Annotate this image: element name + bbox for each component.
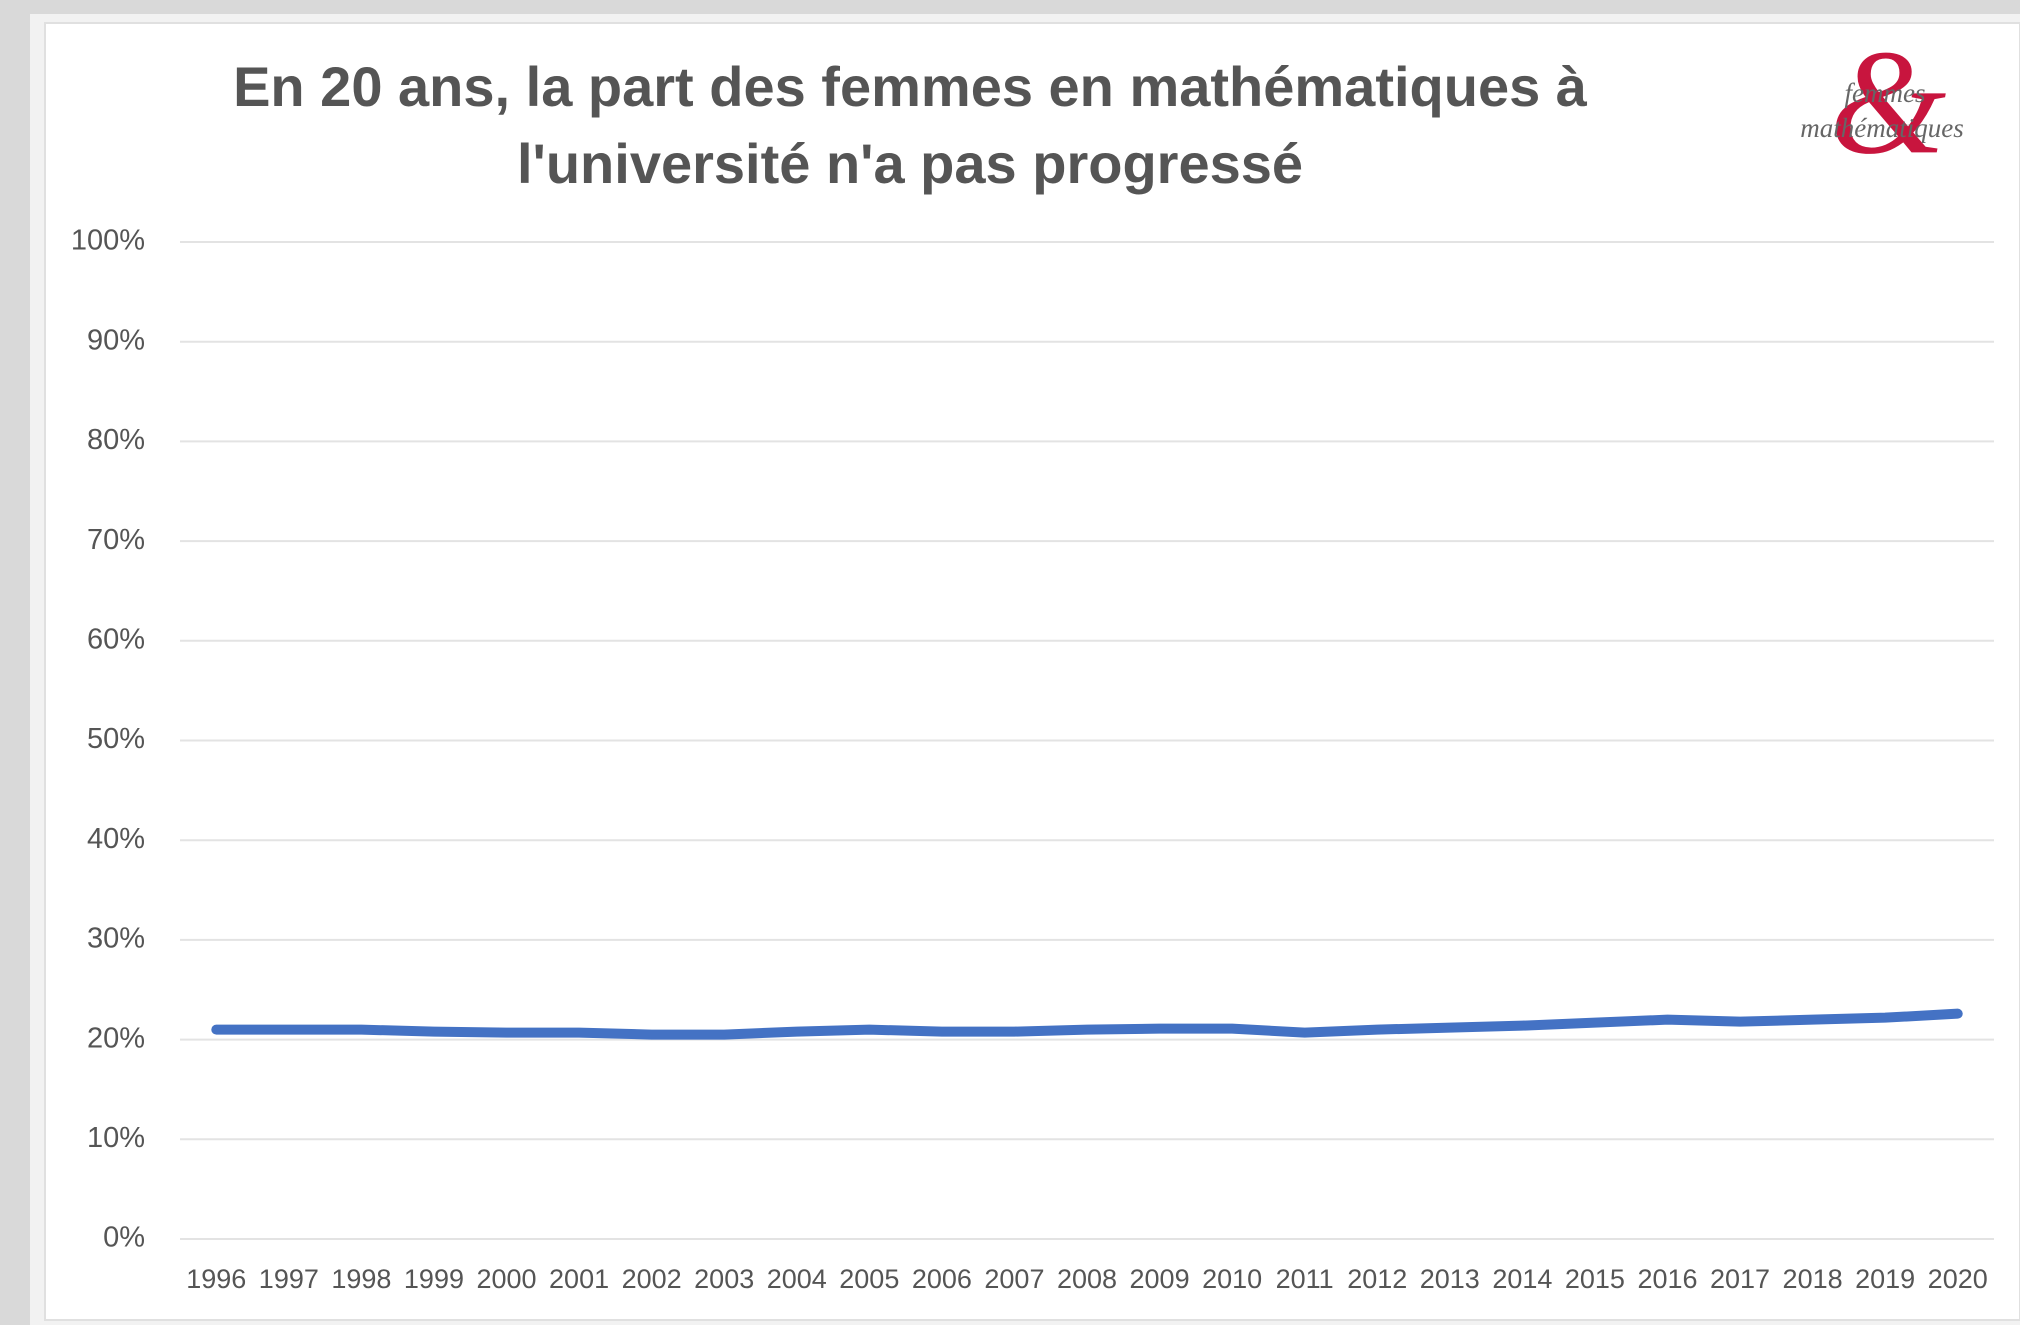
chart-title: l'université n'a pas progressé (517, 132, 1303, 195)
x-tick-label: 2008 (1057, 1264, 1117, 1294)
x-tick-label: 2010 (1202, 1264, 1262, 1294)
y-tick-label: 90% (87, 324, 145, 356)
chart-title: En 20 ans, la part des femmes en mathéma… (233, 55, 1588, 118)
data-line (211, 1008, 1963, 1040)
x-tick-label: 2003 (694, 1264, 754, 1294)
x-tick-label: 2014 (1492, 1264, 1552, 1294)
x-tick-label: 2019 (1855, 1264, 1915, 1294)
x-tick-label: 1997 (259, 1264, 319, 1294)
x-tick-label: 2009 (1130, 1264, 1190, 1294)
x-tick-label: 1996 (186, 1264, 246, 1294)
y-tick-label: 100% (71, 225, 145, 257)
x-tick-label: 2012 (1347, 1264, 1407, 1294)
y-tick-label: 60% (87, 623, 145, 655)
x-tick-label: 1998 (331, 1264, 391, 1294)
y-tick-label: 50% (87, 723, 145, 755)
logo-symbol: & (1830, 19, 1947, 185)
x-tick-label: 2018 (1783, 1264, 1843, 1294)
x-tick-label: 2006 (912, 1264, 972, 1294)
y-tick-label: 10% (87, 1122, 145, 1154)
x-tick-label: 1999 (404, 1264, 464, 1294)
x-tick-label: 2007 (984, 1264, 1044, 1294)
x-tick-label: 2017 (1710, 1264, 1770, 1294)
x-tick-label: 2002 (622, 1264, 682, 1294)
chart-area (44, 22, 2020, 1321)
x-tick-label: 2001 (549, 1264, 609, 1294)
x-tick-label: 2013 (1420, 1264, 1480, 1294)
y-tick-label: 40% (87, 823, 145, 855)
y-tick-label: 0% (103, 1222, 145, 1254)
y-tick-label: 70% (87, 524, 145, 556)
logo-text: mathématiques (1800, 113, 1963, 143)
x-tick-label: 2011 (1276, 1264, 1334, 1294)
x-tick-label: 2004 (767, 1264, 827, 1294)
y-tick-label: 80% (87, 424, 145, 456)
y-tick-label: 30% (87, 923, 145, 955)
x-tick-label: 2016 (1637, 1264, 1697, 1294)
x-tick-label: 2005 (839, 1264, 899, 1294)
x-tick-label: 2020 (1928, 1264, 1988, 1294)
logo-text: femmes (1845, 78, 1926, 108)
y-tick-label: 20% (87, 1022, 145, 1054)
x-tick-label: 2000 (476, 1264, 536, 1294)
x-tick-label: 2015 (1565, 1264, 1625, 1294)
